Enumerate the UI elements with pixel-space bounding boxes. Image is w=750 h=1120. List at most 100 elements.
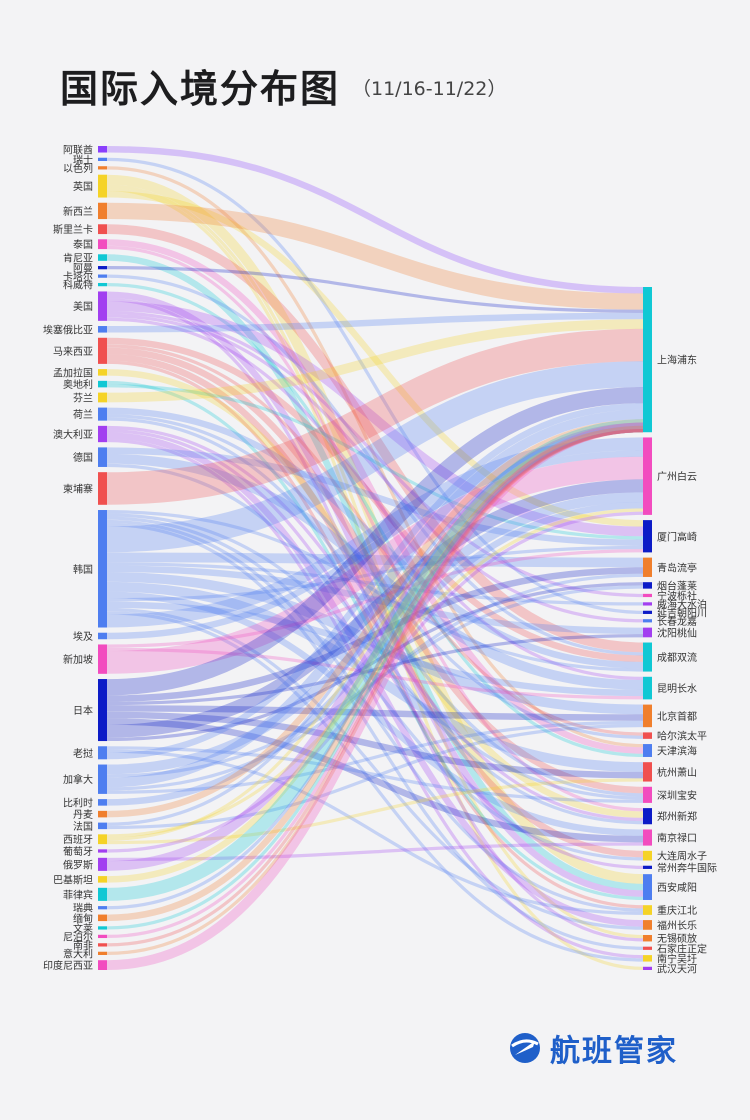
sankey-chart: 阿联酋瑞士以色列英国新西兰斯里兰卡泰国肯尼亚阿曼卡塔尔科威特美国埃塞俄比亚马来西…	[43, 143, 717, 975]
target-label: 成都双流	[657, 651, 697, 664]
source-label: 尼泊尔	[63, 930, 93, 943]
sankey-link	[106, 428, 644, 955]
source-label: 南非	[73, 939, 93, 952]
target-label: 常州奔牛国际	[657, 861, 717, 874]
source-node	[98, 906, 107, 910]
sankey-link	[106, 453, 644, 690]
sankey-link	[106, 403, 644, 760]
sankey-link	[106, 523, 644, 950]
sankey-link	[106, 414, 644, 739]
source-label: 瑞典	[73, 902, 93, 915]
source-label: 卡塔尔	[63, 270, 93, 283]
sankey-link	[106, 438, 644, 959]
sankey-link	[106, 456, 644, 674]
source-label: 瑞士	[73, 153, 93, 166]
source-label: 韩国	[73, 563, 93, 576]
source-node	[98, 392, 107, 403]
target-node	[643, 602, 652, 606]
sankey-link	[106, 607, 644, 930]
sankey-link	[106, 562, 644, 606]
target-label: 烟台蓬莱	[657, 579, 697, 592]
sankey-link	[106, 516, 644, 861]
sankey-link	[106, 319, 644, 403]
target-label: 青岛流亭	[657, 561, 697, 574]
sankey-link	[106, 360, 644, 909]
sankey-link	[106, 202, 644, 310]
source-node	[98, 799, 107, 806]
source-label: 斯里兰卡	[53, 223, 93, 236]
target-node	[643, 676, 652, 700]
source-node	[98, 239, 107, 250]
sankey-link	[106, 337, 644, 662]
target-node	[643, 762, 652, 782]
target-node	[643, 905, 652, 915]
sankey-link	[106, 425, 644, 922]
source-label: 泰国	[73, 238, 93, 251]
target-node	[643, 966, 652, 970]
source-label: 西班牙	[63, 834, 93, 846]
sankey-link	[106, 723, 644, 830]
sankey-link	[106, 354, 644, 858]
source-label: 比利时	[63, 797, 93, 809]
source-label: 英国	[73, 180, 93, 193]
source-label: 葡萄牙	[63, 845, 93, 858]
brand-logo: 航班管家	[508, 1026, 678, 1070]
sankey-link	[106, 450, 644, 640]
target-label: 无锡硕放	[657, 932, 697, 945]
source-node	[98, 291, 107, 321]
source-label: 新西兰	[63, 205, 93, 218]
target-label: 武汉天河	[657, 962, 697, 975]
source-label: 新加坡	[63, 653, 93, 666]
target-label: 大连周水子	[657, 850, 707, 863]
page-title: 国际入境分布图	[60, 67, 341, 111]
source-node	[98, 632, 107, 640]
source-label: 日本	[73, 704, 93, 717]
source-node	[98, 960, 107, 970]
sankey-link	[106, 428, 644, 947]
source-node	[98, 282, 107, 287]
target-node	[643, 955, 652, 962]
target-label: 深圳宝安	[657, 789, 697, 802]
sankey-link	[106, 565, 644, 635]
sankey-link	[106, 711, 644, 779]
source-node	[98, 369, 107, 376]
target-label: 厦门高崎	[657, 530, 697, 543]
sankey-link	[106, 601, 644, 697]
sankey-link	[106, 572, 644, 715]
source-label: 阿曼	[73, 263, 93, 275]
target-label: 西安咸阳	[657, 881, 697, 894]
source-label: 阿联酋	[63, 143, 93, 156]
source-node	[98, 224, 107, 235]
target-label: 威海大水泊	[657, 598, 707, 611]
sankey-link	[106, 428, 644, 939]
sankey-link	[106, 591, 644, 836]
sankey-link	[106, 274, 644, 656]
target-label: 延吉朝阳川	[657, 607, 707, 619]
sankey-link	[106, 384, 644, 540]
sankey-link	[106, 749, 644, 915]
source-node	[98, 887, 107, 901]
source-label: 埃塞俄比亚	[43, 323, 93, 336]
target-label: 南宁吴圩	[657, 952, 697, 965]
sankey-link	[106, 409, 644, 788]
sankey-link	[106, 582, 644, 742]
sankey-link	[106, 429, 644, 869]
sankey-link	[106, 380, 644, 900]
source-node	[98, 876, 107, 883]
sankey-link	[106, 419, 644, 818]
target-node	[643, 934, 652, 942]
target-label: 天津滨海	[657, 745, 697, 758]
target-node	[643, 610, 652, 614]
source-node	[98, 425, 107, 443]
source-node	[98, 679, 107, 742]
sankey-link	[106, 447, 644, 546]
sankey-link	[106, 510, 644, 672]
sankey-link	[106, 191, 644, 527]
source-label: 文莱	[73, 922, 93, 935]
sankey-link	[106, 239, 644, 754]
source-label: 柬埔寨	[63, 482, 93, 495]
target-node	[643, 582, 652, 589]
sankey-link	[106, 428, 644, 910]
target-label: 郑州新郑	[657, 810, 697, 823]
source-node	[98, 943, 107, 947]
